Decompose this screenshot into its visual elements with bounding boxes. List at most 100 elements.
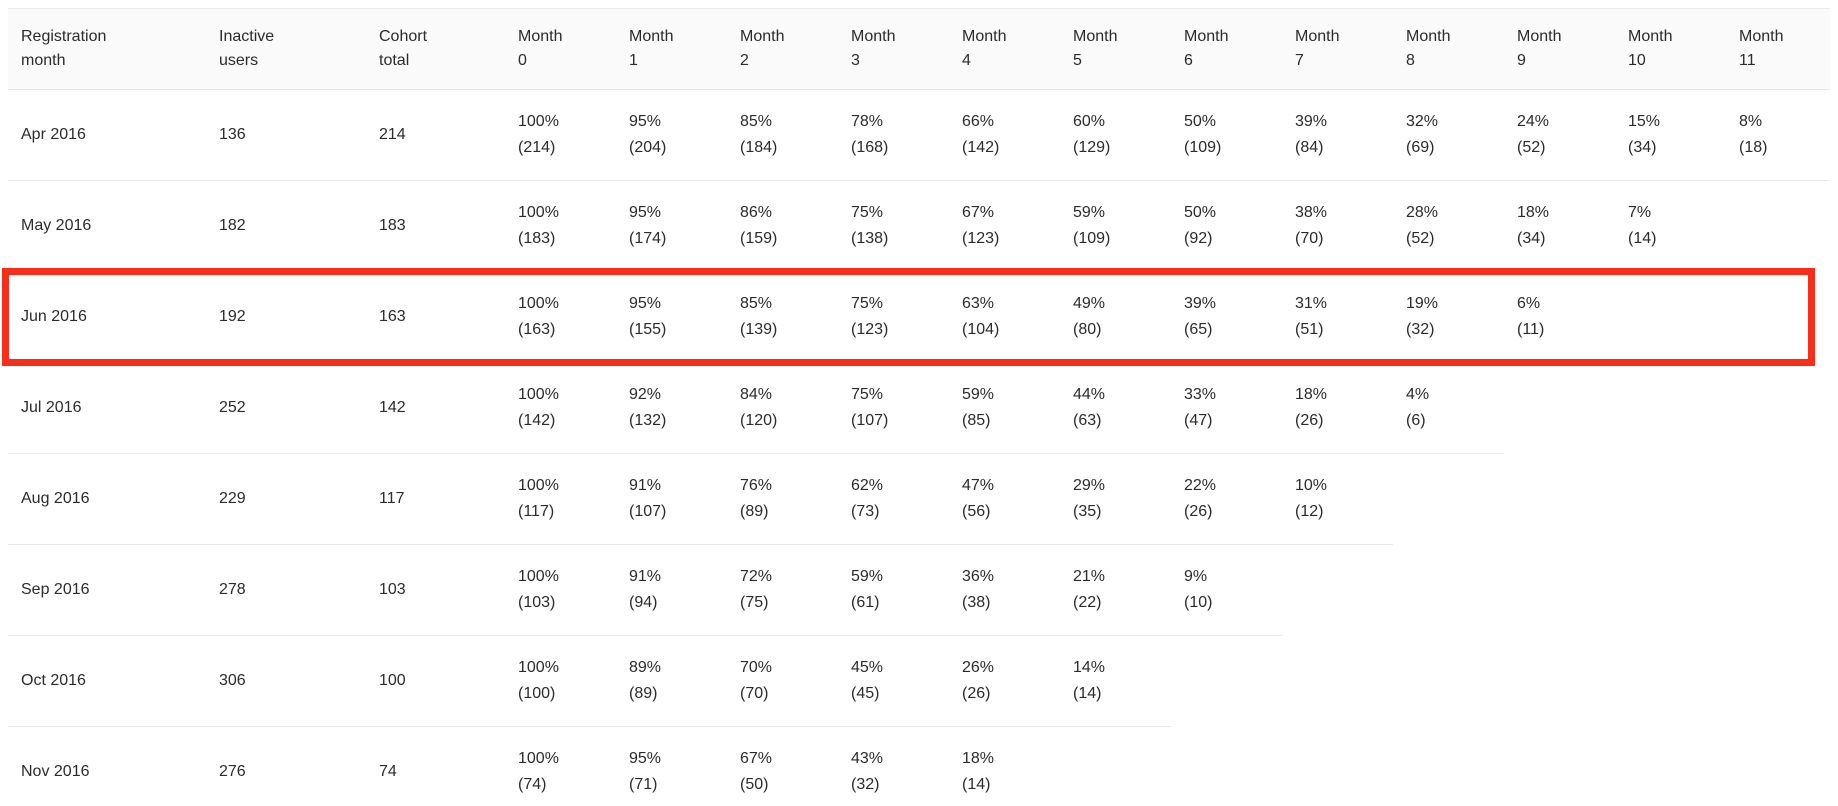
retention-count: (89) (740, 503, 769, 520)
empty-cell (1282, 636, 1393, 727)
retention-count: (117) (518, 503, 555, 520)
retention-percent: 66% (962, 113, 995, 130)
cohort-total-cell: 74 (366, 726, 505, 806)
registration-month-cell: Apr 2016 (8, 89, 206, 181)
retention-count: (63) (1073, 412, 1102, 429)
inactive-users-cell: 192 (206, 271, 366, 363)
retention-percent: 70% (740, 659, 773, 676)
retention-count: (139) (740, 321, 778, 338)
retention-cell: 76% (89) (727, 453, 838, 545)
empty-cell (1726, 181, 1830, 272)
retention-percent: 95% (629, 113, 662, 130)
column-header-line: 4 (962, 52, 971, 69)
inactive-users-cell: 229 (206, 453, 366, 545)
retention-count: (129) (1073, 139, 1111, 156)
empty-cell (1615, 727, 1726, 806)
table-row: May 2016 182 183 100% (183) 95% (174) 86% (159) 7… (8, 180, 1830, 272)
retention-percent: 22% (1184, 477, 1217, 494)
retention-percent: 100% (518, 113, 559, 130)
retention-percent: 6% (1517, 295, 1541, 312)
empty-cell (1726, 454, 1830, 545)
retention-percent: 29% (1073, 477, 1106, 494)
retention-percent: 4% (1406, 386, 1430, 403)
retention-cell: 14% (14) (1060, 635, 1171, 727)
cohort-total-cell: 183 (366, 180, 505, 272)
retention-percent: 78% (851, 113, 884, 130)
retention-count: (103) (518, 594, 556, 611)
retention-percent: 100% (518, 295, 559, 312)
column-header: Registration month (8, 8, 206, 90)
retention-cell: 75% (138) (838, 180, 949, 272)
retention-percent: 75% (851, 204, 884, 221)
column-header-line: Month (1517, 28, 1562, 45)
retention-percent: 39% (1295, 113, 1328, 130)
retention-percent: 50% (1184, 204, 1217, 221)
retention-count: (74) (518, 776, 547, 793)
retention-cell: 39% (65) (1171, 271, 1282, 363)
column-header-line: Month (962, 28, 1007, 45)
retention-percent: 38% (1295, 204, 1328, 221)
column-header: Inactive users (206, 8, 366, 90)
retention-cell: 50% (109) (1171, 89, 1282, 181)
retention-cell: 9% (10) (1171, 544, 1282, 636)
retention-percent: 75% (851, 386, 884, 403)
retention-cell: 100% (117) (505, 453, 616, 545)
retention-cell: 21% (22) (1060, 544, 1171, 636)
retention-count: (123) (851, 321, 889, 338)
empty-cell (1504, 636, 1615, 727)
retention-cell: 18% (26) (1282, 362, 1393, 454)
column-header-line: Registration (21, 28, 107, 45)
empty-cell (1171, 727, 1282, 806)
retention-percent: 86% (740, 204, 773, 221)
empty-cell (1282, 727, 1393, 806)
retention-percent: 91% (629, 568, 662, 585)
retention-cell: 91% (107) (616, 453, 727, 545)
retention-cell: 44% (63) (1060, 362, 1171, 454)
retention-cell: 67% (123) (949, 180, 1060, 272)
retention-count: (34) (1517, 230, 1546, 247)
column-header: Month 1 (616, 8, 727, 90)
retention-count: (204) (629, 139, 667, 156)
retention-cell: 33% (47) (1171, 362, 1282, 454)
retention-count: (80) (1073, 321, 1102, 338)
retention-cell: 43% (32) (838, 726, 949, 806)
empty-cell (1393, 454, 1504, 545)
retention-count: (142) (962, 139, 1000, 156)
table-row: Oct 2016 306 100 100% (100) 89% (89) 70% (70) 45%… (8, 635, 1830, 727)
retention-count: (45) (851, 685, 880, 702)
retention-count: (50) (740, 776, 769, 793)
retention-percent: 85% (740, 295, 773, 312)
retention-count: (65) (1184, 321, 1213, 338)
retention-cell: 10% (12) (1282, 453, 1393, 545)
retention-cell: 100% (74) (505, 726, 616, 806)
retention-cell: 100% (103) (505, 544, 616, 636)
retention-percent: 10% (1295, 477, 1328, 494)
retention-percent: 59% (962, 386, 995, 403)
retention-percent: 32% (1406, 113, 1439, 130)
retention-count: (22) (1073, 594, 1102, 611)
table-row: Aug 2016 229 117 100% (117) 91% (107) 76% (89) 62… (8, 453, 1830, 545)
retention-cell: 86% (159) (727, 180, 838, 272)
retention-percent: 33% (1184, 386, 1217, 403)
retention-count: (12) (1295, 503, 1324, 520)
retention-count: (92) (1184, 230, 1213, 247)
retention-cell: 38% (70) (1282, 180, 1393, 272)
empty-cell (1615, 454, 1726, 545)
retention-percent: 84% (740, 386, 773, 403)
retention-cell: 72% (75) (727, 544, 838, 636)
empty-cell (1504, 363, 1615, 454)
retention-cell: 66% (142) (949, 89, 1060, 181)
retention-cell: 45% (45) (838, 635, 949, 727)
cohort-total-cell: 117 (366, 453, 505, 545)
column-header-line: Month (1073, 28, 1118, 45)
column-header-line: Month (1184, 28, 1229, 45)
retention-cell: 18% (14) (949, 726, 1060, 806)
retention-cell: 28% (52) (1393, 180, 1504, 272)
retention-cell: 75% (123) (838, 271, 949, 363)
column-header: Month 4 (949, 8, 1060, 90)
empty-cell (1615, 636, 1726, 727)
column-header-line: 0 (518, 52, 527, 69)
column-header: Month 10 (1615, 8, 1726, 90)
column-header: Month 9 (1504, 8, 1615, 90)
